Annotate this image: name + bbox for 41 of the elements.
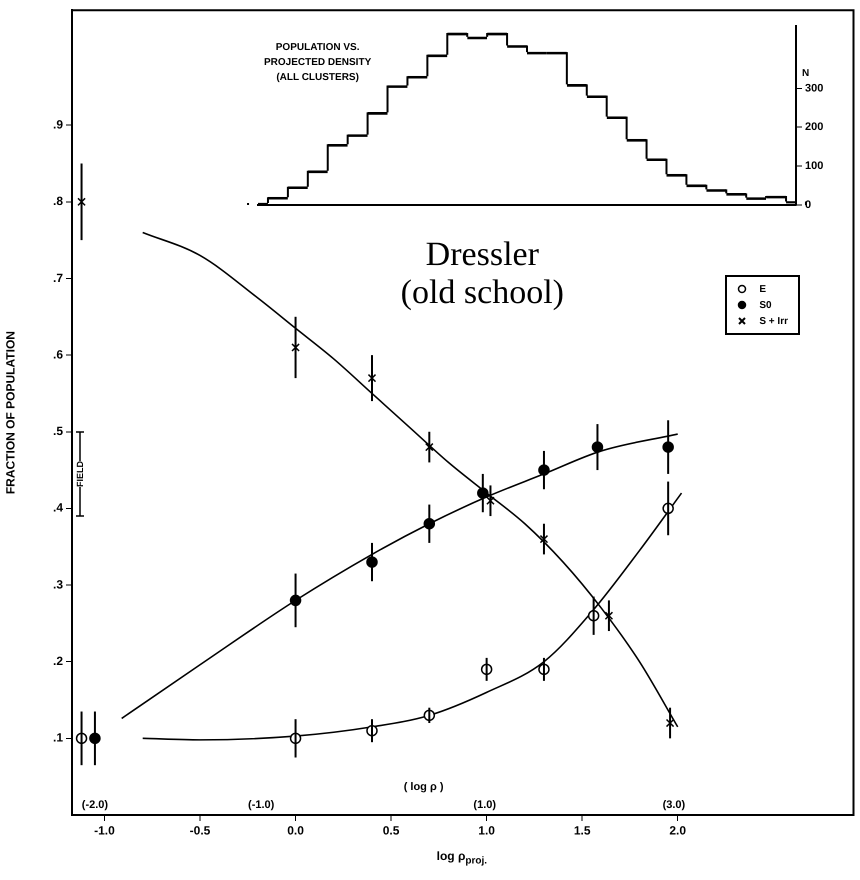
y-tick-label: 200 bbox=[805, 121, 824, 134]
legend-label: S0 bbox=[759, 300, 772, 310]
point bbox=[77, 198, 86, 206]
legend-label: E bbox=[759, 284, 766, 294]
x-tick-label: 2.0 bbox=[669, 824, 686, 838]
x-tick-label: 0.0 bbox=[287, 824, 304, 838]
point bbox=[540, 534, 548, 544]
point bbox=[604, 611, 614, 620]
x-tick-label: 1.0 bbox=[478, 824, 496, 838]
y-tick-label: .1 bbox=[52, 730, 64, 745]
annotation: ( log ρ ) bbox=[404, 781, 444, 794]
y-axis-title: FRACTION OF POPULATION bbox=[4, 331, 18, 494]
y-tick-label: .8 bbox=[52, 194, 64, 208]
y-tick-label: .5 bbox=[52, 424, 64, 438]
legend-label: S + Irr bbox=[759, 316, 788, 326]
x-tick-label: 0.5 bbox=[382, 824, 400, 838]
x-tick-label: -1.0 bbox=[94, 824, 116, 838]
y-tick-label: .9 bbox=[52, 117, 64, 132]
x-axis-title: log ρ$_{proj.}$ bbox=[436, 849, 488, 866]
y-tick-label: .3 bbox=[52, 577, 64, 592]
point bbox=[291, 343, 300, 352]
y-tick-label: .6 bbox=[52, 347, 64, 362]
y-tick-label: .7 bbox=[52, 270, 64, 285]
point bbox=[486, 496, 495, 506]
annotation: (-2.0) bbox=[82, 799, 108, 812]
text: POPULATION VS. PROJECTED DENSITY (ALL CLUSTERS) bbox=[264, 41, 372, 85]
x-tick-label: 1.5 bbox=[574, 824, 591, 838]
annotation: FIELD bbox=[74, 460, 86, 487]
x-tick-label: -0.5 bbox=[190, 824, 211, 838]
point bbox=[425, 442, 434, 452]
point bbox=[368, 374, 376, 382]
annotation: Dressler (old school) bbox=[400, 236, 564, 312]
y-tick-label: .2 bbox=[52, 654, 64, 668]
point bbox=[666, 718, 674, 728]
annotation: (1.0) bbox=[473, 799, 496, 812]
y-tick-label: 300 bbox=[805, 82, 824, 94]
y-axis-title: N bbox=[802, 67, 810, 81]
annotation: (-1.0) bbox=[248, 799, 275, 812]
annotation: (3.0) bbox=[662, 799, 686, 812]
y-tick-label: .4 bbox=[52, 500, 64, 515]
y-tick-label: 100 bbox=[805, 160, 824, 172]
